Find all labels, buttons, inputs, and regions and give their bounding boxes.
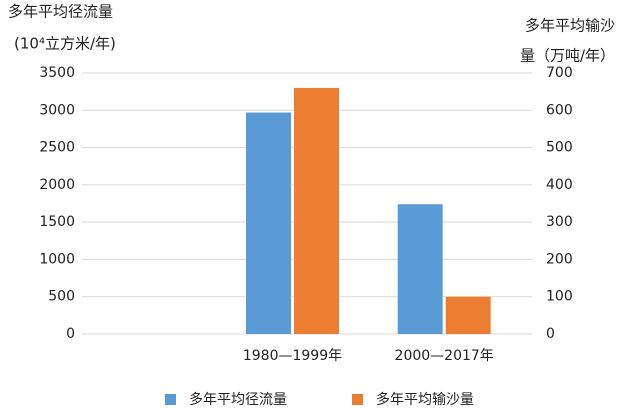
legend-label: 多年平均输沙量 bbox=[376, 391, 474, 408]
y-tick-label: 3000 bbox=[39, 102, 75, 118]
y-axis-title: 多年平均径流量 bbox=[8, 3, 113, 21]
y-axis-unit: (10⁴立方米/年) bbox=[14, 35, 116, 53]
y2-tick-label: 600 bbox=[546, 102, 573, 118]
bar bbox=[445, 296, 491, 334]
legend-label: 多年平均径流量 bbox=[189, 391, 287, 408]
y2-tick-label: 100 bbox=[546, 289, 573, 305]
x-tick-label: 1980—1999年 bbox=[243, 348, 342, 364]
y-tick-label: 3500 bbox=[39, 65, 75, 81]
y-tick-label: 1000 bbox=[39, 251, 75, 267]
x-tick-label: 2000—2017年 bbox=[395, 348, 494, 364]
y2-tick-label: 0 bbox=[546, 326, 555, 342]
y2-tick-label: 400 bbox=[546, 177, 573, 193]
y2-axis-title: 多年平均输沙 bbox=[525, 17, 615, 35]
legend-swatch bbox=[352, 394, 363, 405]
bar bbox=[294, 87, 339, 335]
bar bbox=[246, 112, 291, 334]
y-tick-label: 2500 bbox=[39, 140, 75, 156]
y-tick-label: 2000 bbox=[39, 177, 75, 193]
y-tick-label: 0 bbox=[66, 326, 75, 342]
y2-tick-label: 500 bbox=[546, 140, 573, 156]
bar bbox=[397, 204, 443, 334]
y2-tick-label: 200 bbox=[546, 251, 573, 267]
y2-tick-label: 700 bbox=[546, 65, 573, 81]
y2-axis-unit: 量（万吨/年） bbox=[520, 47, 615, 65]
legend-swatch bbox=[165, 394, 176, 405]
y2-tick-label: 300 bbox=[546, 214, 573, 230]
y-tick-label: 500 bbox=[48, 289, 75, 305]
y-tick-label: 1500 bbox=[39, 214, 75, 230]
